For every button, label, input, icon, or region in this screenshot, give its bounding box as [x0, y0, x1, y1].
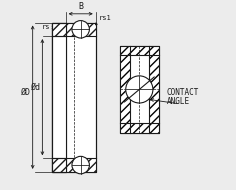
Bar: [52, 23, 66, 36]
Bar: [120, 46, 159, 133]
Circle shape: [126, 76, 153, 103]
Bar: [120, 55, 130, 123]
Bar: [52, 158, 66, 172]
Bar: [52, 158, 96, 172]
Bar: [52, 23, 96, 172]
Bar: [52, 23, 96, 172]
Text: Ød: Ød: [31, 83, 41, 92]
Bar: [52, 36, 66, 158]
Bar: [120, 123, 159, 133]
Text: ANGLE: ANGLE: [166, 97, 190, 106]
Bar: [120, 46, 159, 133]
Bar: [120, 46, 159, 55]
Bar: [52, 23, 66, 172]
Circle shape: [72, 21, 89, 38]
Bar: [52, 23, 66, 172]
Text: rs1: rs1: [99, 15, 111, 21]
Text: CONTACT: CONTACT: [166, 88, 199, 97]
Bar: [149, 55, 159, 123]
Text: B: B: [78, 2, 83, 11]
Bar: [52, 23, 96, 36]
Text: ØD: ØD: [21, 88, 31, 97]
Circle shape: [72, 156, 89, 174]
Text: rs: rs: [42, 24, 50, 30]
